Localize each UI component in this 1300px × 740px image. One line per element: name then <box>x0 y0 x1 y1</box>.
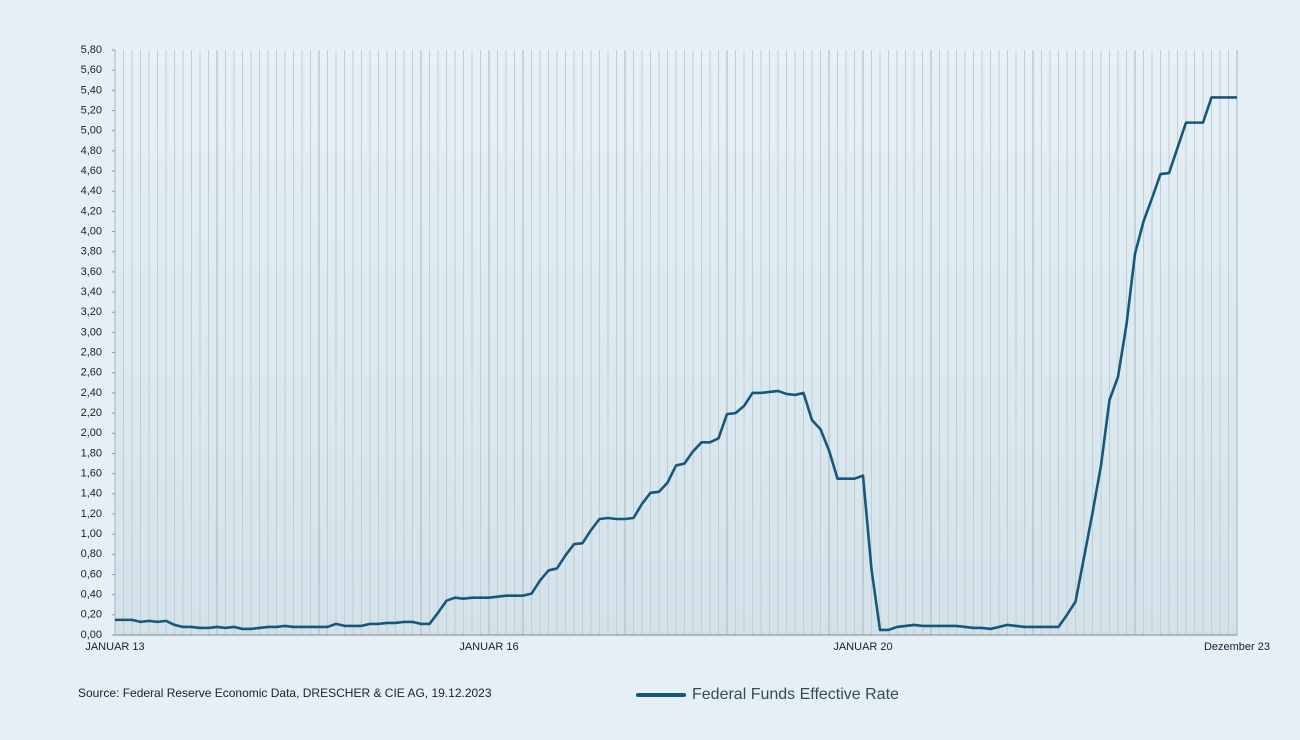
y-tick-label: 1,00 <box>81 528 102 540</box>
y-tick-label: 4,40 <box>81 185 102 197</box>
y-tick-label: 5,80 <box>81 44 102 56</box>
y-tick-label: 2,20 <box>81 407 102 419</box>
y-tick-label: 3,20 <box>81 306 102 318</box>
y-tick-label: 1,40 <box>81 488 102 500</box>
y-tick-label: 1,80 <box>81 447 102 459</box>
source-note: Source: Federal Reserve Economic Data, D… <box>78 686 492 700</box>
x-tick-label: Dezember 23 <box>1204 641 1270 653</box>
y-tick-label: 5,60 <box>81 64 102 76</box>
y-tick-label: 1,20 <box>81 508 102 520</box>
y-tick-label: 4,00 <box>81 225 102 237</box>
y-tick-label: 3,80 <box>81 246 102 258</box>
grid <box>114 50 1238 635</box>
legend-label: Federal Funds Effective Rate <box>692 686 899 703</box>
x-tick-label: JANUAR 20 <box>833 641 892 653</box>
y-tick-label: 0,20 <box>81 609 102 621</box>
y-tick-label: 2,80 <box>81 346 102 358</box>
y-tick-label: 3,60 <box>81 266 102 278</box>
y-tick-label: 0,80 <box>81 548 102 560</box>
x-tick-label: JANUAR 16 <box>459 641 518 653</box>
y-tick-label: 3,40 <box>81 286 102 298</box>
x-tick-label: JANUAR 13 <box>85 641 144 653</box>
y-tick-label: 4,20 <box>81 205 102 217</box>
data-line <box>115 96 1237 632</box>
y-tick-label: 5,40 <box>81 84 102 96</box>
y-tick-label: 0,00 <box>81 629 102 641</box>
y-tick-label: 0,40 <box>81 589 102 601</box>
y-tick-label: 4,60 <box>81 165 102 177</box>
y-tick-label: 2,40 <box>81 387 102 399</box>
y-tick-label: 3,00 <box>81 326 102 338</box>
y-tick-label: 1,60 <box>81 468 102 480</box>
y-tick-label: 5,00 <box>81 125 102 137</box>
y-tick-label: 2,00 <box>81 427 102 439</box>
y-tick-label: 0,60 <box>81 568 102 580</box>
y-tick-label: 2,60 <box>81 367 102 379</box>
y-tick-label: 5,20 <box>81 104 102 116</box>
y-tick-label: 4,80 <box>81 145 102 157</box>
